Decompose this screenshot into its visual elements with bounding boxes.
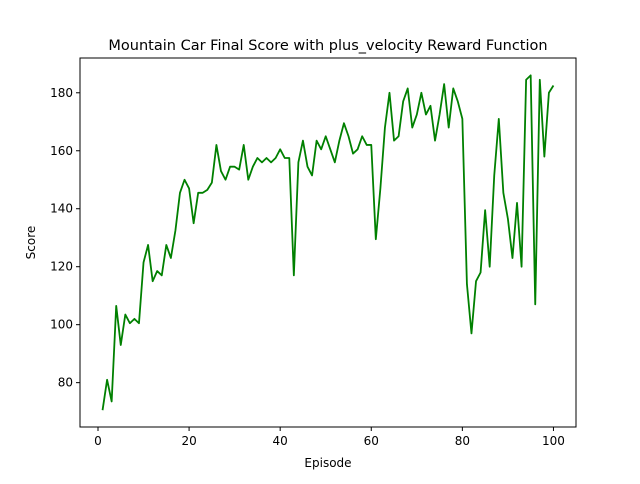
axes-frame — [79, 57, 577, 428]
y-tick-label: 100 — [50, 318, 73, 332]
x-tick-label: 100 — [542, 434, 565, 448]
y-tick-label: 180 — [50, 86, 73, 100]
x-tick-label: 80 — [455, 434, 470, 448]
x-axis-label: Episode — [304, 456, 351, 470]
x-tick-label: 40 — [273, 434, 288, 448]
x-tick-label: 60 — [364, 434, 379, 448]
y-tick-label: 160 — [50, 144, 73, 158]
y-tick-label: 120 — [50, 260, 73, 274]
series-line-0 — [101, 74, 555, 411]
chart-title: Mountain Car Final Score with plus_veloc… — [108, 38, 547, 54]
x-tick-label: 0 — [94, 434, 102, 448]
y-tick-label: 80 — [58, 376, 73, 390]
x-tick-label: 20 — [181, 434, 196, 448]
plot-area — [101, 74, 555, 411]
x-axis-ticks: 0 20 40 60 80 100 — [94, 427, 565, 448]
y-tick-label: 140 — [50, 202, 73, 216]
y-axis-label: Score — [24, 226, 38, 260]
y-axis-ticks: 80 100 120 140 160 180 — [50, 86, 80, 390]
